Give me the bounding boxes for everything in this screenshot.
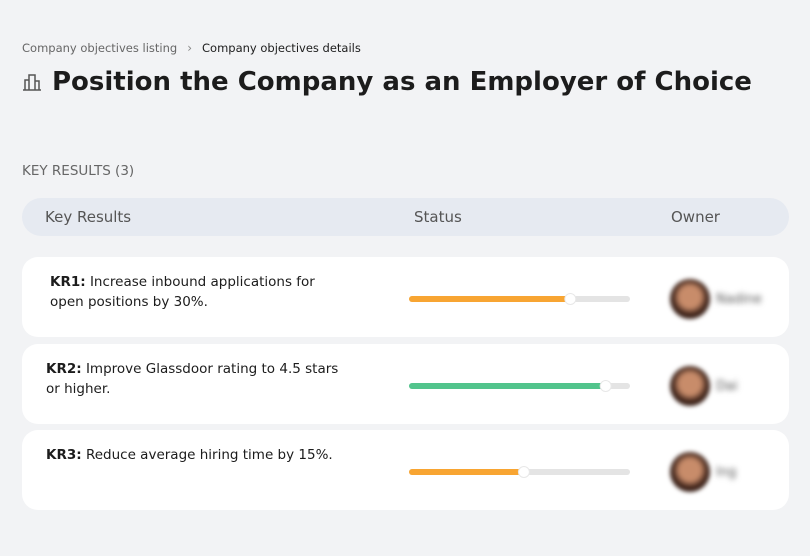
progress-knob	[564, 293, 577, 305]
key-result-text: Increase inbound applications for open p…	[50, 274, 315, 310]
progress-fill	[409, 296, 571, 302]
key-result: KR2: Improve Glassdoor rating to 4.5 sta…	[46, 359, 346, 399]
avatar	[670, 279, 710, 319]
table-header: Key Results Status Owner	[22, 198, 789, 236]
progress-knob	[599, 380, 612, 392]
owner: Ing	[670, 452, 736, 492]
breadcrumb-separator: ›	[187, 41, 193, 55]
section-title: KEY RESULTS (3)	[22, 163, 135, 179]
breadcrumb-current: Company objectives details	[202, 41, 361, 55]
page-header: Position the Company as an Employer of C…	[22, 67, 752, 97]
column-header: Status	[414, 208, 462, 226]
column-header: Owner	[671, 208, 720, 226]
owner-name: Dai	[716, 378, 738, 394]
key-result-row[interactable]: KR1: Increase inbound applications for o…	[22, 257, 789, 337]
owner: Nadine	[670, 279, 762, 319]
avatar	[670, 452, 710, 492]
page-title: Position the Company as an Employer of C…	[52, 67, 752, 97]
progress-bar	[409, 380, 630, 392]
progress-bar	[409, 466, 630, 478]
breadcrumb-link[interactable]: Company objectives listing	[22, 41, 178, 55]
breadcrumb: Company objectives listing › Company obj…	[22, 41, 361, 55]
owner-name: Ing	[716, 464, 737, 480]
building-icon	[23, 74, 41, 91]
key-result-label: KR2:	[46, 361, 82, 377]
progress-fill	[409, 383, 606, 389]
key-result-row[interactable]: KR2: Improve Glassdoor rating to 4.5 sta…	[22, 344, 789, 424]
owner: Dai	[670, 366, 738, 406]
key-result-text: Reduce average hiring time by 15%.	[85, 447, 333, 463]
owner-name: Nadine	[716, 291, 762, 307]
key-result-text: Improve Glassdoor rating to 4.5 stars or…	[46, 361, 339, 397]
progress-knob	[517, 466, 530, 478]
progress-fill	[409, 469, 524, 475]
progress-bar	[409, 293, 630, 305]
key-result-label: KR1:	[50, 274, 86, 290]
key-result: KR1: Increase inbound applications for o…	[50, 272, 350, 312]
column-header: Key Results	[45, 208, 132, 226]
key-result-row[interactable]: KR3: Reduce average hiring time by 15%. I…	[22, 430, 789, 510]
avatar	[670, 366, 710, 406]
key-result: KR3: Reduce average hiring time by 15%.	[46, 445, 346, 465]
key-result-label: KR3:	[46, 447, 82, 463]
